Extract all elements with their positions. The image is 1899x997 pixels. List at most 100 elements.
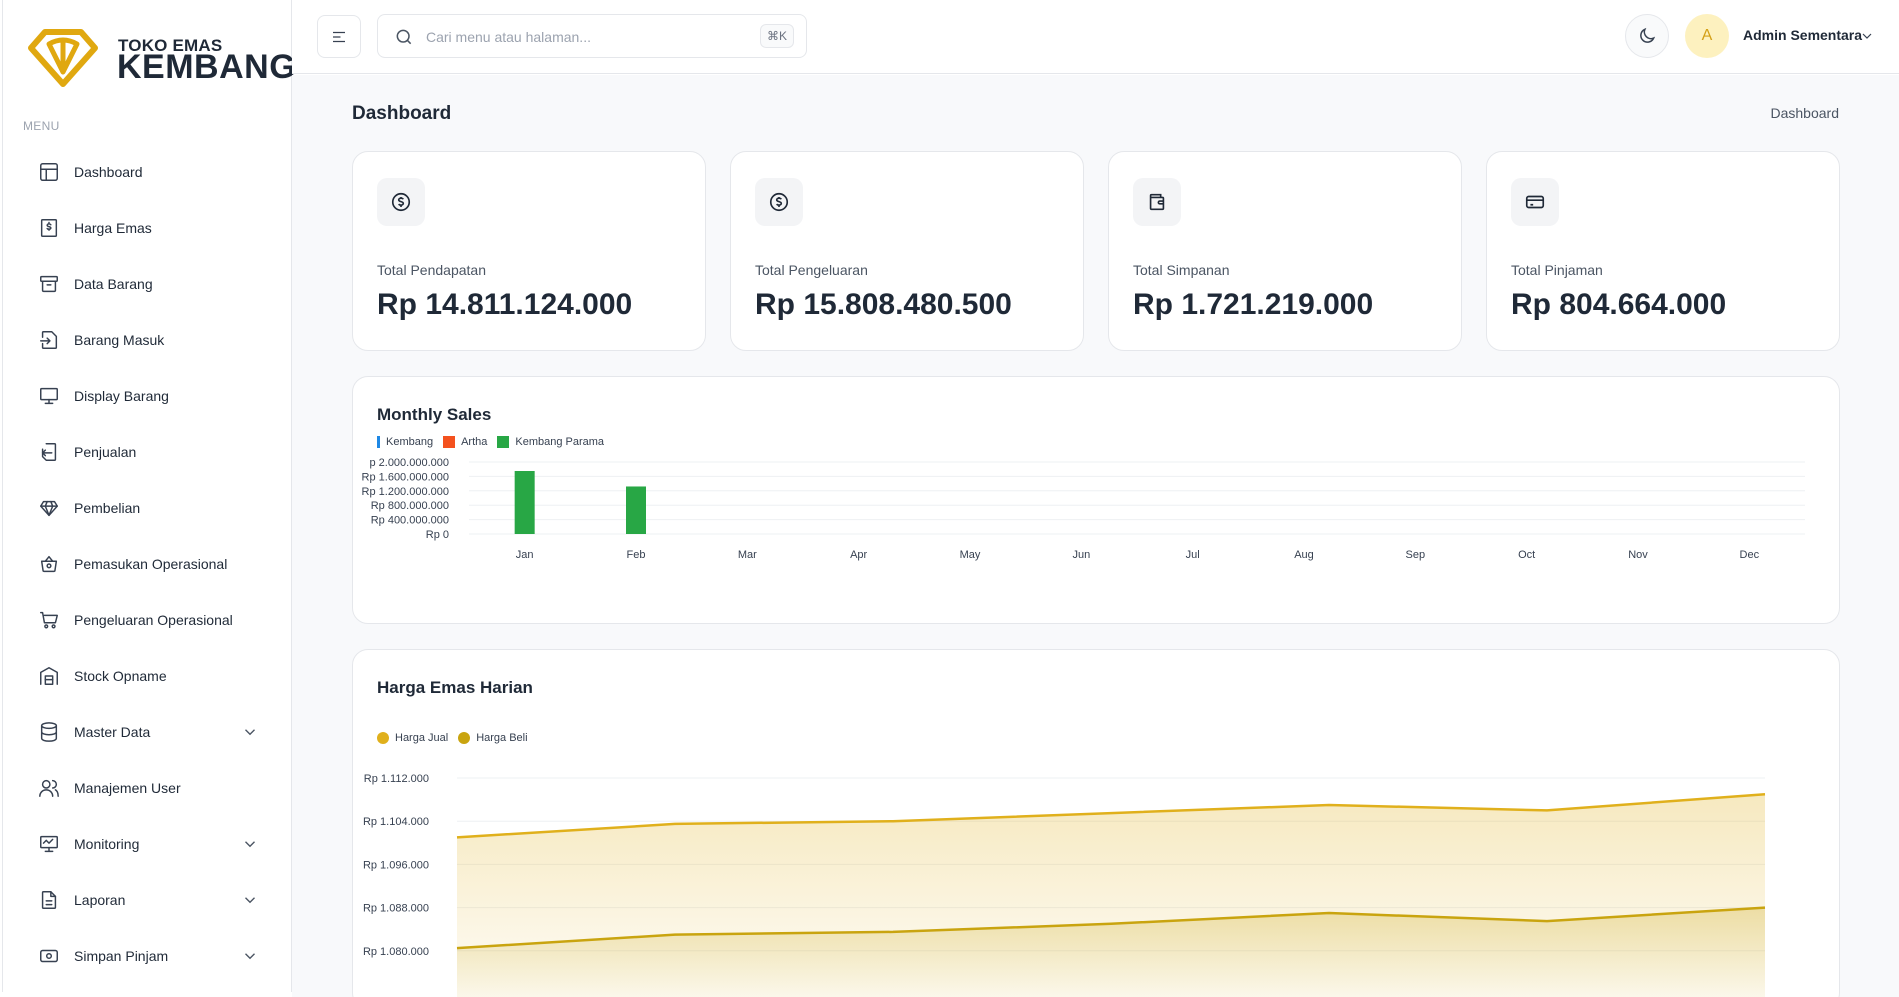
legend-label: Kembang Parama	[515, 436, 605, 448]
sidebar-item-label: Display Barang	[74, 388, 169, 404]
file-import-icon	[37, 328, 61, 352]
monitor-icon	[37, 384, 61, 408]
basket-icon	[37, 552, 61, 576]
sidebar-item-display-barang[interactable]: Display Barang	[3, 368, 293, 424]
chevron-down-icon[interactable]	[241, 835, 259, 853]
sidebar-toggle-button[interactable]	[317, 15, 361, 58]
wallet-icon	[1133, 178, 1181, 226]
theme-toggle-button[interactable]	[1625, 14, 1669, 58]
stat-value: Rp 14.811.124.000	[377, 288, 633, 321]
x-tick-label: Aug	[1294, 549, 1314, 561]
bar-kembang-parama[interactable]	[626, 486, 646, 534]
x-tick-label: Oct	[1518, 549, 1535, 561]
sidebar-item-laporan[interactable]: Laporan	[3, 872, 293, 928]
legend-item-kembang[interactable]: Kembang	[377, 436, 433, 448]
monitor-chart-icon	[37, 832, 61, 856]
top-header: ⌘K A Admin Sementara	[292, 0, 1899, 74]
chevron-down-icon[interactable]	[241, 891, 259, 909]
sidebar-item-pembelian[interactable]: Pembelian	[3, 480, 293, 536]
search-shortcut-badge: ⌘K	[759, 24, 794, 48]
credit-card-icon	[1511, 178, 1559, 226]
stat-value: Rp 804.664.000	[1511, 288, 1727, 321]
user-name[interactable]: Admin Sementara	[1743, 27, 1863, 43]
stat-value: Rp 15.808.480.500	[755, 288, 1012, 321]
legend-swatch	[377, 732, 389, 744]
sidebar-item-harga-emas[interactable]: Harga Emas	[3, 200, 293, 256]
x-tick-label: Mar	[738, 549, 757, 561]
sidebar-nav: Dashboard Harga Emas Data Barang Barang …	[3, 144, 293, 984]
warehouse-icon	[37, 664, 61, 688]
sidebar-item-pengeluaran-operasional[interactable]: Pengeluaran Operasional	[3, 592, 293, 648]
y-tick-label: Rp 1.112.000	[364, 773, 429, 785]
x-tick-label: Jan	[516, 549, 534, 561]
monthly-sales-card: Monthly Sales Kembang Artha Kembang Para…	[352, 376, 1840, 624]
monthly-sales-chart: p 2.000.000.000 Rp 1.600.000.000 Rp 1.200.…	[362, 457, 1805, 561]
diamond-icon	[37, 496, 61, 520]
brand-logo[interactable]: TOKO EMAS KEMBANG	[25, 26, 296, 90]
search-icon	[394, 27, 414, 47]
sidebar-item-manajemen-user[interactable]: Manajemen User	[3, 760, 293, 816]
stat-label: Total Pinjaman	[1511, 262, 1603, 278]
sidebar-item-label: Manajemen User	[74, 780, 181, 796]
page-title: Dashboard	[352, 103, 452, 124]
stat-card-pendapatan: Total Pendapatan Rp 14.811.124.000	[352, 151, 706, 351]
area-fill	[457, 907, 1765, 997]
x-tick-label: Nov	[1628, 549, 1648, 561]
avatar[interactable]: A	[1685, 14, 1729, 58]
legend-item-harga-beli[interactable]: Harga Beli	[458, 732, 528, 744]
x-tick-label: Apr	[850, 549, 867, 561]
logo-icon	[28, 29, 98, 87]
brand-main-text: KEMBANG	[117, 48, 297, 86]
legend-label: Harga Beli	[476, 732, 528, 744]
breadcrumb[interactable]: Dashboard	[1770, 105, 1840, 121]
legend-item-artha[interactable]: Artha	[443, 436, 487, 448]
x-tick-label: Dec	[1740, 549, 1760, 561]
search-box[interactable]: ⌘K	[377, 14, 807, 58]
chart-title: Harga Emas Harian	[377, 678, 533, 697]
sidebar-item-stock-opname[interactable]: Stock Opname	[3, 648, 293, 704]
sidebar-item-label: Monitoring	[74, 836, 140, 852]
legend-item-harga-jual[interactable]: Harga Jual	[377, 732, 448, 744]
sidebar-item-pemasukan-operasional[interactable]: Pemasukan Operasional	[3, 536, 293, 592]
sidebar-item-penjualan[interactable]: Penjualan	[3, 424, 293, 480]
legend-swatch	[458, 732, 471, 744]
users-icon	[37, 776, 61, 800]
y-tick-label: Rp 400.000.000	[371, 515, 449, 527]
sidebar-item-data-barang[interactable]: Data Barang	[3, 256, 293, 312]
file-export-icon	[37, 440, 61, 464]
archive-icon	[37, 272, 61, 296]
y-tick-label: Rp 1.088.000	[363, 903, 429, 915]
sidebar-item-simpan-pinjam[interactable]: Simpan Pinjam	[3, 928, 293, 984]
search-input[interactable]	[426, 25, 726, 49]
stat-card-pengeluaran: Total Pengeluaran Rp 15.808.480.500	[730, 151, 1084, 351]
sidebar-item-label: Penjualan	[74, 444, 137, 460]
bar-kembang-parama[interactable]	[514, 471, 535, 534]
y-tick-label: Rp 1.096.000	[363, 859, 429, 871]
chevron-down-icon[interactable]	[1859, 28, 1875, 44]
menu-icon	[333, 31, 345, 42]
stat-card-simpanan: Total Simpanan Rp 1.721.219.000	[1108, 151, 1462, 351]
series-line-harga-jual[interactable]	[456, 792, 1766, 839]
series-line-harga-beli[interactable]	[456, 906, 1766, 950]
harga-emas-chart: Rp 1.112.000 Rp 1.104.000 Rp 1.096.000 Rp 1…	[363, 773, 1766, 997]
sidebar-item-label: Pemasukan Operasional	[74, 556, 228, 572]
sidebar-item-monitoring[interactable]: Monitoring	[3, 816, 293, 872]
legend-item-kembang-parama[interactable]: Kembang Parama	[497, 436, 604, 448]
sidebar: TOKO EMAS KEMBANG MENU Dashboard Harga E…	[2, 0, 296, 992]
chevron-down-icon[interactable]	[241, 723, 259, 741]
chevron-down-icon[interactable]	[241, 947, 259, 965]
y-tick-label: Rp 1.104.000	[363, 816, 429, 828]
legend-swatch	[377, 436, 380, 448]
cash-icon	[37, 944, 61, 968]
database-icon	[37, 720, 61, 744]
stat-label: Total Pendapatan	[377, 262, 486, 278]
sidebar-item-master-data[interactable]: Master Data	[3, 704, 293, 760]
brand-top-text: TOKO EMAS	[118, 36, 223, 55]
dollar-circle-icon	[377, 178, 425, 226]
sidebar-item-dashboard[interactable]: Dashboard	[3, 144, 293, 200]
sidebar-item-barang-masuk[interactable]: Barang Masuk	[3, 312, 293, 368]
y-tick-label: Rp 1.200.000.000	[362, 486, 449, 498]
sidebar-item-label: Barang Masuk	[74, 332, 165, 348]
layout-icon	[37, 160, 61, 184]
sidebar-item-label: Pembelian	[74, 500, 141, 516]
